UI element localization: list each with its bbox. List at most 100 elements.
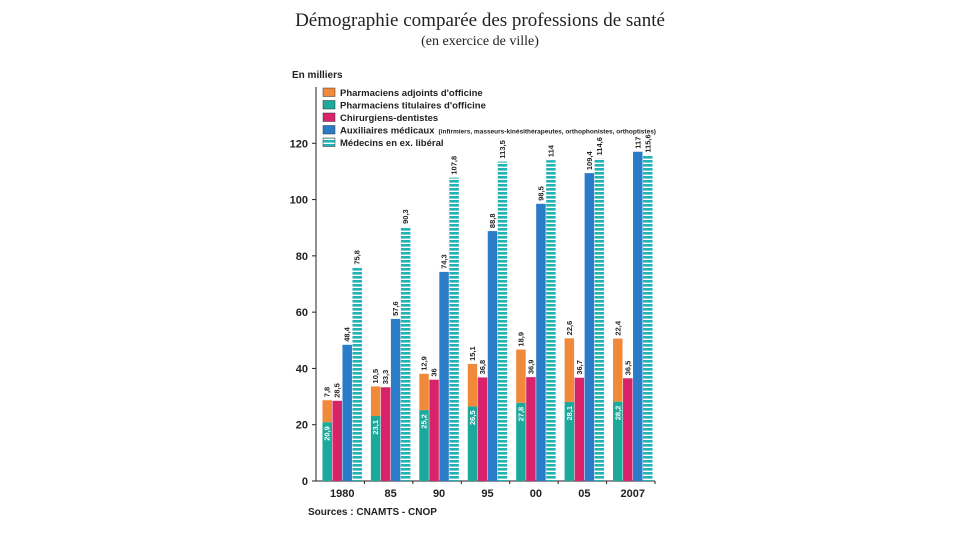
data-label-adjoints: 12,9 bbox=[420, 356, 429, 371]
bar-adjoints bbox=[613, 338, 623, 402]
bar-titulaires bbox=[370, 415, 381, 481]
bar-auxiliaires bbox=[342, 344, 352, 481]
bar-auxiliaires bbox=[633, 151, 643, 481]
y-tick-label: 20 bbox=[296, 420, 308, 432]
data-label-dentistes: 36,7 bbox=[575, 360, 584, 375]
x-tick-label: 05 bbox=[578, 488, 590, 500]
data-label-medecins: 107,8 bbox=[450, 156, 459, 175]
bars bbox=[322, 151, 653, 482]
bar-medecins bbox=[643, 155, 653, 481]
data-label-auxiliaires: 48,4 bbox=[343, 326, 352, 341]
data-label-adjoints: 10,5 bbox=[371, 369, 380, 384]
x-tick-label: 2007 bbox=[621, 488, 645, 500]
data-label-dentistes: 36,8 bbox=[478, 360, 487, 375]
bar-auxiliaires bbox=[439, 271, 449, 481]
data-label-auxiliaires: 98,5 bbox=[536, 186, 545, 201]
bar-dentistes bbox=[429, 379, 439, 481]
bar-titulaires bbox=[322, 422, 332, 481]
bar-dentistes bbox=[574, 377, 585, 481]
legend-label-adjoints: Pharmaciens adjoints d'officine bbox=[340, 88, 483, 99]
y-tick-label: 120 bbox=[290, 138, 308, 150]
bar-adjoints bbox=[516, 349, 526, 403]
data-label-medecins: 113,5 bbox=[498, 140, 507, 158]
data-label-titulaires: 25,2 bbox=[420, 414, 429, 429]
bar-titulaires bbox=[516, 402, 526, 481]
data-label-titulaires: 28,1 bbox=[565, 406, 574, 421]
bar-adjoints bbox=[467, 363, 478, 407]
x-tick-label: 90 bbox=[433, 488, 445, 500]
legend-swatch-auxiliaires bbox=[322, 125, 336, 135]
data-label-titulaires: 26,5 bbox=[468, 410, 477, 425]
chart-subtitle: (en exercice de ville) bbox=[421, 34, 539, 49]
bar-medecins bbox=[400, 226, 411, 481]
data-label-medecins: 90,3 bbox=[401, 209, 410, 224]
data-label-dentistes: 28,5 bbox=[333, 383, 342, 398]
y-tick-label: 60 bbox=[296, 307, 308, 319]
data-label-dentistes: 36,5 bbox=[623, 361, 632, 376]
source-note: Sources : CNAMTS - CNOP bbox=[308, 507, 437, 518]
legend-swatch-adjoints bbox=[322, 87, 336, 97]
bar-medecins bbox=[546, 160, 556, 481]
bar-medecins bbox=[352, 267, 362, 481]
legend-swatch-titulaires bbox=[322, 100, 336, 110]
legend-label-auxiliaires: Auxiliaires médicaux bbox=[340, 126, 435, 137]
data-label-titulaires: 28,2 bbox=[613, 406, 622, 421]
bar-auxiliaires bbox=[536, 203, 546, 482]
data-label-adjoints: 22,4 bbox=[613, 320, 622, 335]
bar-titulaires bbox=[467, 406, 478, 481]
data-label-adjoints: 22,6 bbox=[565, 321, 574, 336]
legend: Pharmaciens adjoints d'officine Pharmacie… bbox=[322, 87, 656, 149]
bar-dentistes bbox=[477, 377, 488, 481]
data-label-auxiliaires: 117 bbox=[633, 137, 642, 149]
y-tick-label: 0 bbox=[302, 476, 308, 488]
bar-auxiliaires bbox=[487, 231, 498, 481]
x-tick-label: 1980 bbox=[330, 488, 354, 500]
y-tick-label: 80 bbox=[296, 251, 308, 263]
x-tick-label: 85 bbox=[385, 488, 397, 500]
data-label-adjoints: 18,9 bbox=[516, 332, 525, 347]
bar-adjoints bbox=[370, 386, 381, 416]
data-label-dentistes: 33,3 bbox=[381, 370, 390, 385]
bar-adjoints bbox=[564, 338, 575, 402]
data-label-adjoints: 7,8 bbox=[323, 387, 332, 397]
data-label-titulaires: 23,1 bbox=[371, 420, 380, 435]
data-label-medecins: 114,6 bbox=[595, 137, 604, 155]
data-label-titulaires: 27,8 bbox=[516, 407, 525, 422]
bar-titulaires bbox=[419, 410, 429, 481]
bar-dentistes bbox=[623, 378, 633, 481]
data-label-adjoints: 15,1 bbox=[468, 346, 477, 361]
legend-label-dentistes: Chirurgiens-dentistes bbox=[340, 113, 438, 124]
data-labels: 20,9 7,8 28,5 48,4 75,8 23,1 10,5 33,3 57,6 90,3 2… bbox=[323, 134, 653, 440]
bar-adjoints bbox=[419, 373, 429, 411]
data-label-titulaires: 20,9 bbox=[323, 426, 332, 441]
bar-dentistes bbox=[526, 377, 536, 481]
data-label-medecins: 75,8 bbox=[353, 250, 362, 265]
x-tick-label: 95 bbox=[481, 488, 493, 500]
y-axis-unit-label: En milliers bbox=[292, 70, 343, 81]
bar-medecins bbox=[594, 158, 605, 482]
bar-medecins bbox=[497, 161, 508, 482]
data-label-dentistes: 36 bbox=[430, 368, 439, 376]
data-label-medecins: 114 bbox=[546, 144, 555, 157]
x-tick-label: 00 bbox=[530, 488, 542, 500]
legend-swatch-dentistes bbox=[322, 112, 336, 122]
data-label-auxiliaires: 57,6 bbox=[391, 301, 400, 316]
bar-dentistes bbox=[332, 400, 342, 481]
bar-titulaires bbox=[613, 401, 623, 481]
legend-label-titulaires: Pharmaciens titulaires d'officine bbox=[340, 101, 486, 112]
data-label-auxiliaires: 74,3 bbox=[440, 254, 449, 269]
data-label-auxiliaires: 109,4 bbox=[585, 151, 594, 171]
legend-note: (infirmiers, masseurs-kinésithérapeutes,… bbox=[439, 129, 656, 136]
bar-adjoints bbox=[322, 400, 332, 423]
data-label-dentistes: 36,9 bbox=[526, 360, 535, 375]
data-label-medecins: 115,6 bbox=[643, 134, 652, 152]
chart-title: Démographie comparée des professions de … bbox=[295, 10, 665, 31]
y-tick-label: 40 bbox=[296, 363, 308, 375]
data-label-auxiliaires: 88,8 bbox=[488, 213, 497, 228]
bar-titulaires bbox=[564, 401, 575, 481]
bar-auxiliaires bbox=[584, 173, 595, 482]
legend-swatch-medecins bbox=[322, 137, 336, 147]
bar-medecins bbox=[449, 177, 459, 481]
bar-auxiliaires bbox=[390, 318, 401, 481]
